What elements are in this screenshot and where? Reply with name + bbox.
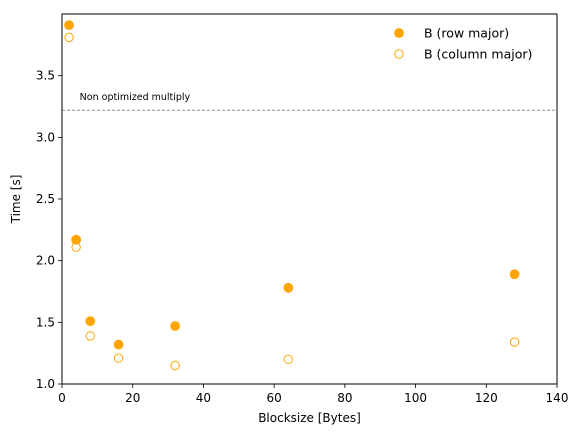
x-tick-label: 100 xyxy=(404,391,427,405)
row-major-point xyxy=(283,282,294,293)
y-tick-label: 2.0 xyxy=(36,254,55,268)
y-tick-label: 3.5 xyxy=(36,69,55,83)
y-tick-label: 3.0 xyxy=(36,130,55,144)
y-tick-label: 2.5 xyxy=(36,192,55,206)
row-major-point xyxy=(71,234,82,245)
column-major-point xyxy=(509,337,520,347)
x-axis-ticks: 0 20 40 60 80 100 120 140 xyxy=(58,384,568,405)
row-major-point xyxy=(509,269,520,280)
y-axis-ticks: 1.0 1.5 2.0 2.5 3.0 3.5 xyxy=(36,69,62,391)
reference-line-group: Non optimized multiply xyxy=(62,92,557,111)
legend-label-row-major: B (row major) xyxy=(424,26,509,41)
column-major-point xyxy=(64,32,74,43)
y-tick-label: 1.0 xyxy=(36,377,55,391)
column-major-point xyxy=(85,331,95,341)
column-major-point xyxy=(283,354,293,365)
column-major-point xyxy=(170,360,180,371)
legend-label-column-major: B (column major) xyxy=(424,47,532,62)
x-tick-label: 60 xyxy=(267,391,282,405)
legend-marker-column-major xyxy=(394,49,404,59)
plot-area xyxy=(62,14,557,384)
row-major-point xyxy=(113,339,124,350)
x-axis-label: Blocksize [Bytes] xyxy=(258,411,361,425)
x-tick-label: 140 xyxy=(546,391,569,405)
row-major-point xyxy=(85,316,96,326)
row-major-point xyxy=(170,321,181,331)
column-major-point xyxy=(71,242,81,252)
x-tick-label: 0 xyxy=(58,391,66,405)
legend-marker-row-major xyxy=(394,28,404,38)
row-major-point xyxy=(64,20,74,30)
y-axis-label: Time [s] xyxy=(9,175,23,225)
column-major-point xyxy=(113,353,124,363)
data-marks xyxy=(64,20,520,371)
x-tick-label: 120 xyxy=(475,391,498,405)
x-tick-label: 20 xyxy=(125,391,140,405)
reference-line-label: Non optimized multiply xyxy=(80,92,191,103)
x-tick-label: 80 xyxy=(337,391,352,405)
plot-frame xyxy=(61,13,558,385)
x-tick-label: 40 xyxy=(196,391,211,405)
legend: B (row major) B (column major) xyxy=(394,26,532,62)
y-tick-label: 1.5 xyxy=(36,315,55,329)
